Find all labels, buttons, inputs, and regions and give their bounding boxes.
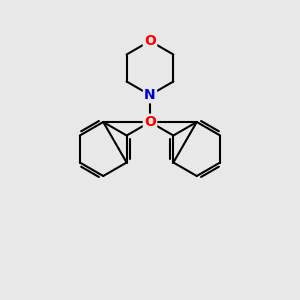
Text: N: N <box>144 88 156 102</box>
Text: O: O <box>144 115 156 129</box>
Text: O: O <box>144 34 156 48</box>
